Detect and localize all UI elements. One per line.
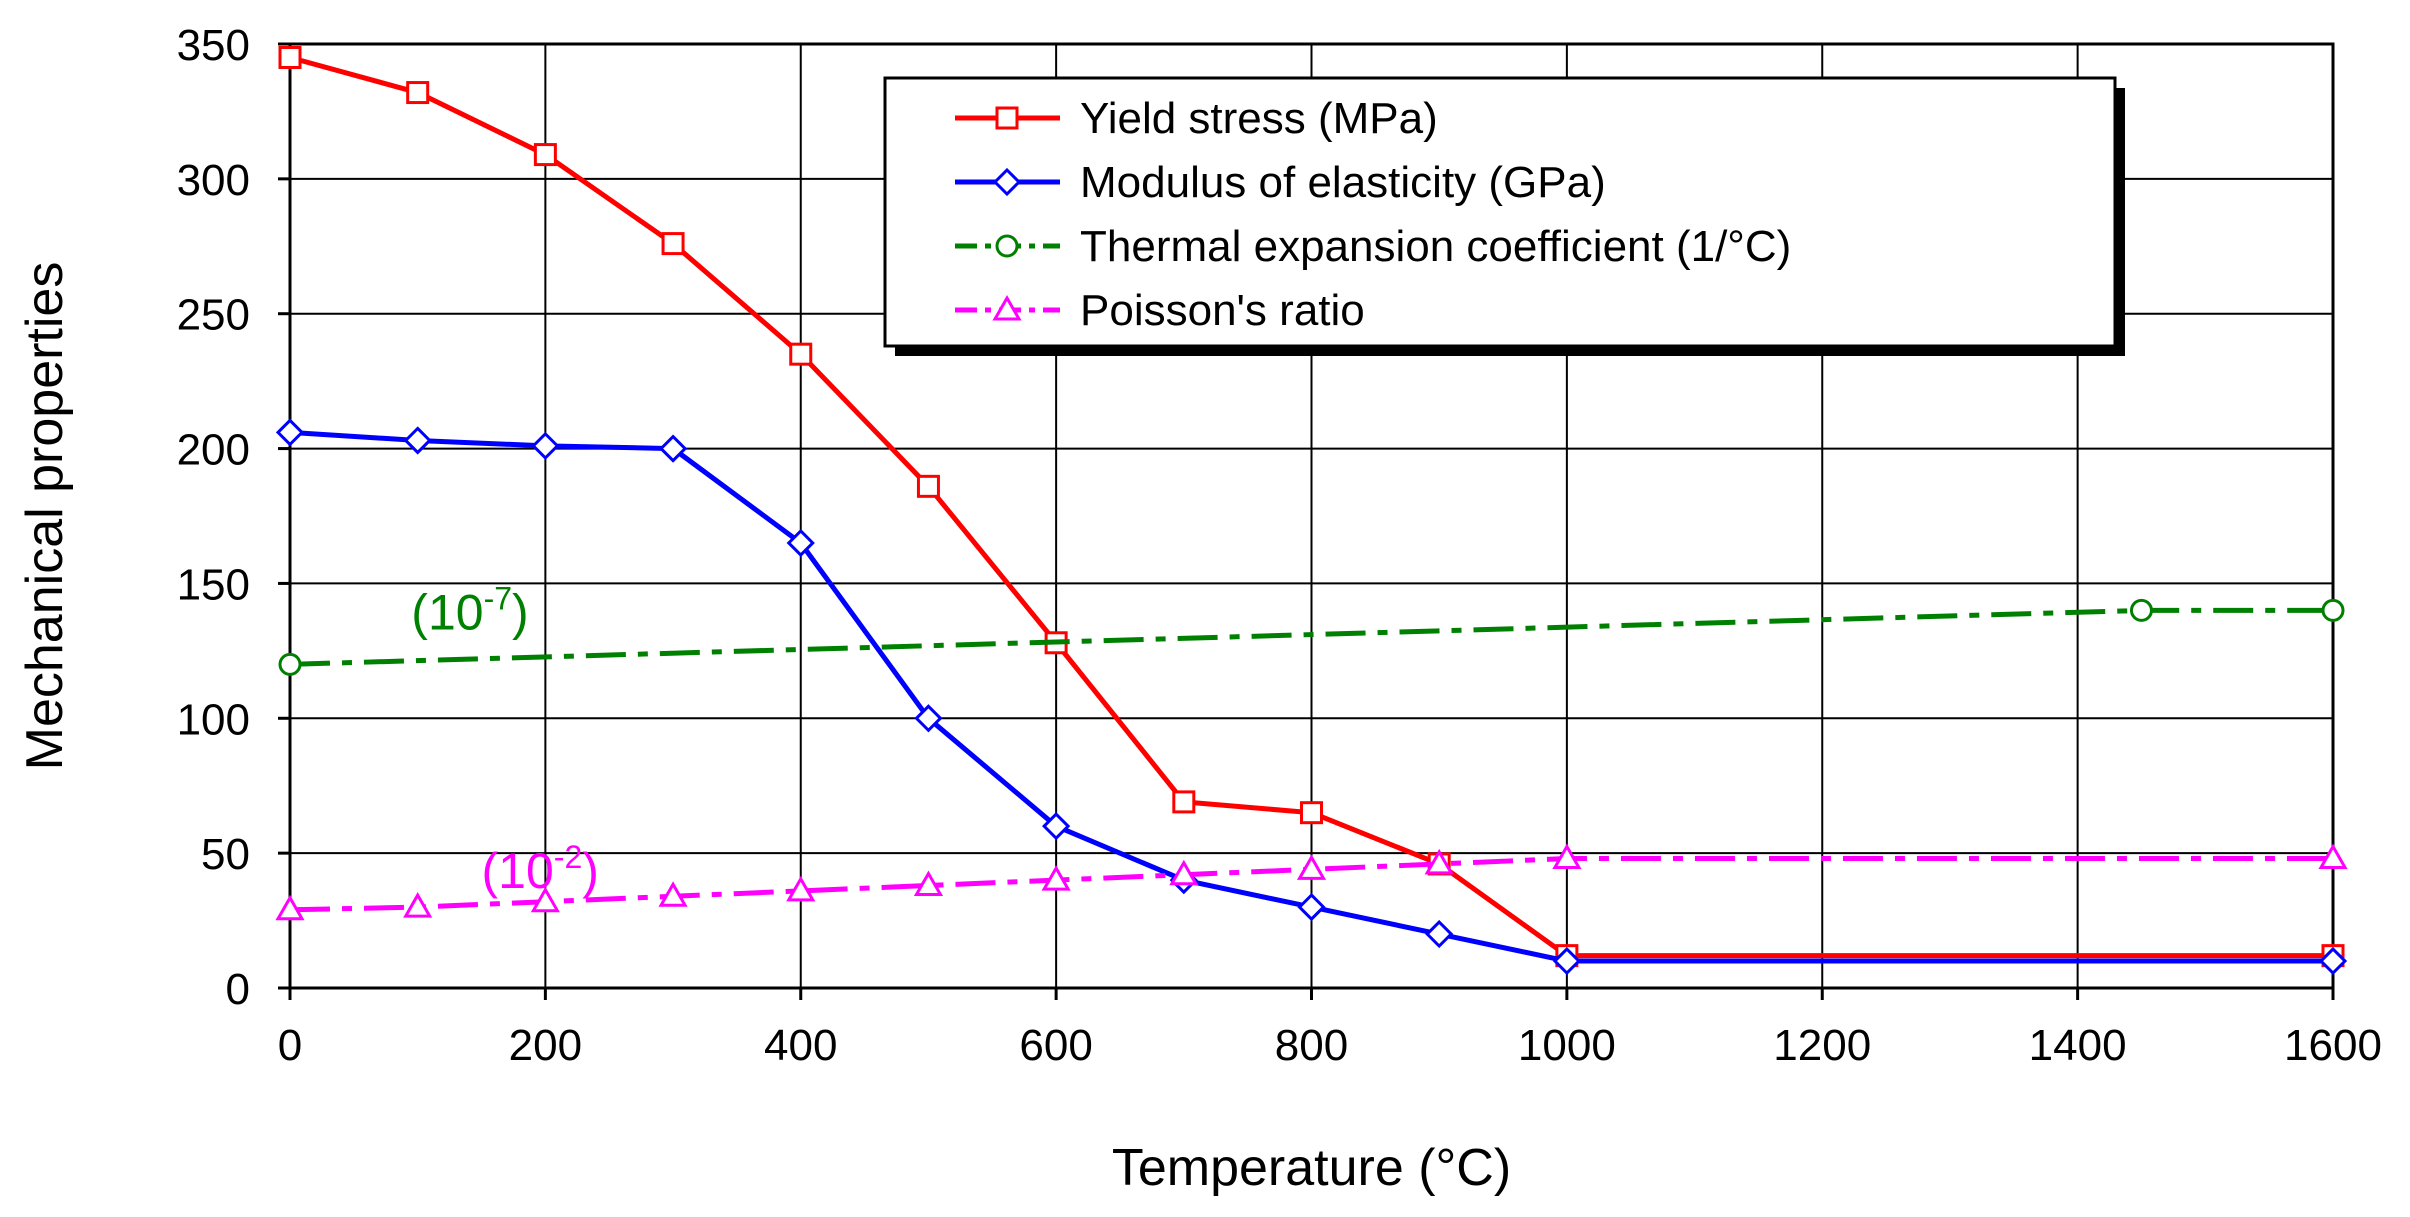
y-tick-label: 200 bbox=[177, 426, 250, 475]
legend: Yield stress (MPa) Modulus of elasticity … bbox=[883, 76, 2125, 356]
x-tick-label: 1600 bbox=[2284, 1021, 2382, 1070]
legend-marker bbox=[992, 294, 1022, 321]
data-point bbox=[533, 143, 557, 167]
legend-marker bbox=[992, 167, 1022, 197]
series-line bbox=[289, 55, 2333, 959]
y-tick-label: 0 bbox=[226, 965, 250, 1014]
legend-item-yield-stress-mpa: Yield stress (MPa) bbox=[955, 94, 1438, 143]
series-thermal-expansion-coefficient-1-c bbox=[278, 598, 2345, 676]
data-point bbox=[1425, 919, 1454, 949]
x-tick-label: 200 bbox=[509, 1021, 582, 1070]
exponent-annotation: (10-2) bbox=[482, 839, 599, 899]
data-point bbox=[786, 875, 816, 902]
data-point bbox=[1297, 892, 1326, 922]
legend-label: Poisson's ratio bbox=[1080, 286, 1365, 335]
x-tick-label: 400 bbox=[764, 1021, 837, 1070]
data-point bbox=[658, 434, 688, 463]
x-tick-label: 1200 bbox=[1773, 1021, 1871, 1070]
data-point bbox=[1300, 801, 1323, 825]
annotations: (10-7) (10-2) bbox=[411, 580, 599, 899]
y-tick-label: 300 bbox=[177, 156, 250, 205]
data-point bbox=[406, 81, 430, 105]
x-tick-label: 600 bbox=[1019, 1021, 1092, 1070]
data-point bbox=[403, 892, 433, 918]
x-tick-label: 1400 bbox=[2029, 1021, 2127, 1070]
series-poisson-s-ratio bbox=[275, 843, 2348, 921]
data-point bbox=[278, 45, 302, 69]
series-layer bbox=[275, 45, 2348, 976]
series-line bbox=[289, 429, 2333, 964]
data-point bbox=[1552, 843, 1582, 870]
y-tick-label: 100 bbox=[177, 695, 250, 744]
data-point bbox=[658, 881, 688, 907]
data-point bbox=[2318, 946, 2348, 976]
data-point bbox=[531, 431, 560, 460]
legend-label: Yield stress (MPa) bbox=[1080, 94, 1438, 143]
x-tick-label: 1000 bbox=[1518, 1021, 1616, 1070]
legend-label: Thermal expansion coefficient (1/°C) bbox=[1080, 222, 1791, 271]
series-line bbox=[289, 856, 2333, 913]
data-point bbox=[275, 894, 305, 921]
legend-label: Modulus of elasticity (GPa) bbox=[1080, 158, 1606, 207]
legend-item-thermal-expansion-coefficient-1-c: Thermal expansion coefficient (1/°C) bbox=[955, 222, 1791, 271]
data-point bbox=[914, 704, 943, 733]
legend-item-poisson-s-ratio: Poisson's ratio bbox=[955, 286, 1365, 335]
data-point bbox=[916, 474, 940, 498]
data-point bbox=[1172, 790, 1196, 814]
y-axis-title: Mechanical properties bbox=[16, 262, 74, 771]
x-tick-label: 800 bbox=[1275, 1021, 1348, 1070]
data-point bbox=[1169, 859, 1199, 886]
data-point bbox=[1552, 946, 1581, 976]
data-point bbox=[786, 528, 815, 558]
data-point bbox=[1296, 854, 1327, 880]
x-axis-title: Temperature (°C) bbox=[1112, 1139, 1511, 1197]
data-point bbox=[1041, 865, 1071, 891]
data-point bbox=[1424, 848, 1454, 875]
data-point bbox=[403, 426, 432, 455]
legend-box bbox=[883, 76, 2117, 348]
y-tick-label: 250 bbox=[177, 291, 250, 340]
legend-marker bbox=[995, 106, 1019, 130]
data-point bbox=[275, 418, 305, 447]
data-point bbox=[278, 652, 302, 676]
data-point bbox=[2321, 598, 2345, 622]
y-tick-label: 50 bbox=[201, 830, 250, 879]
data-point bbox=[2129, 598, 2153, 622]
axis-ticks: 0 200 400 600 800 1000 1200 1400 1600 0 50 100 150 20… bbox=[177, 21, 2382, 1070]
data-point bbox=[530, 886, 560, 913]
legend-marker bbox=[995, 234, 1019, 258]
data-point bbox=[661, 232, 685, 256]
x-tick-label: 0 bbox=[278, 1021, 302, 1070]
data-point bbox=[789, 342, 813, 366]
exponent-annotation: (10-7) bbox=[411, 580, 528, 640]
data-point bbox=[2318, 843, 2348, 870]
legend-item-modulus-of-elasticity-gpa: Modulus of elasticity (GPa) bbox=[955, 158, 1606, 207]
data-point bbox=[1042, 812, 1071, 841]
data-point bbox=[913, 870, 944, 897]
y-tick-label: 350 bbox=[177, 21, 250, 70]
y-tick-label: 150 bbox=[177, 560, 250, 609]
